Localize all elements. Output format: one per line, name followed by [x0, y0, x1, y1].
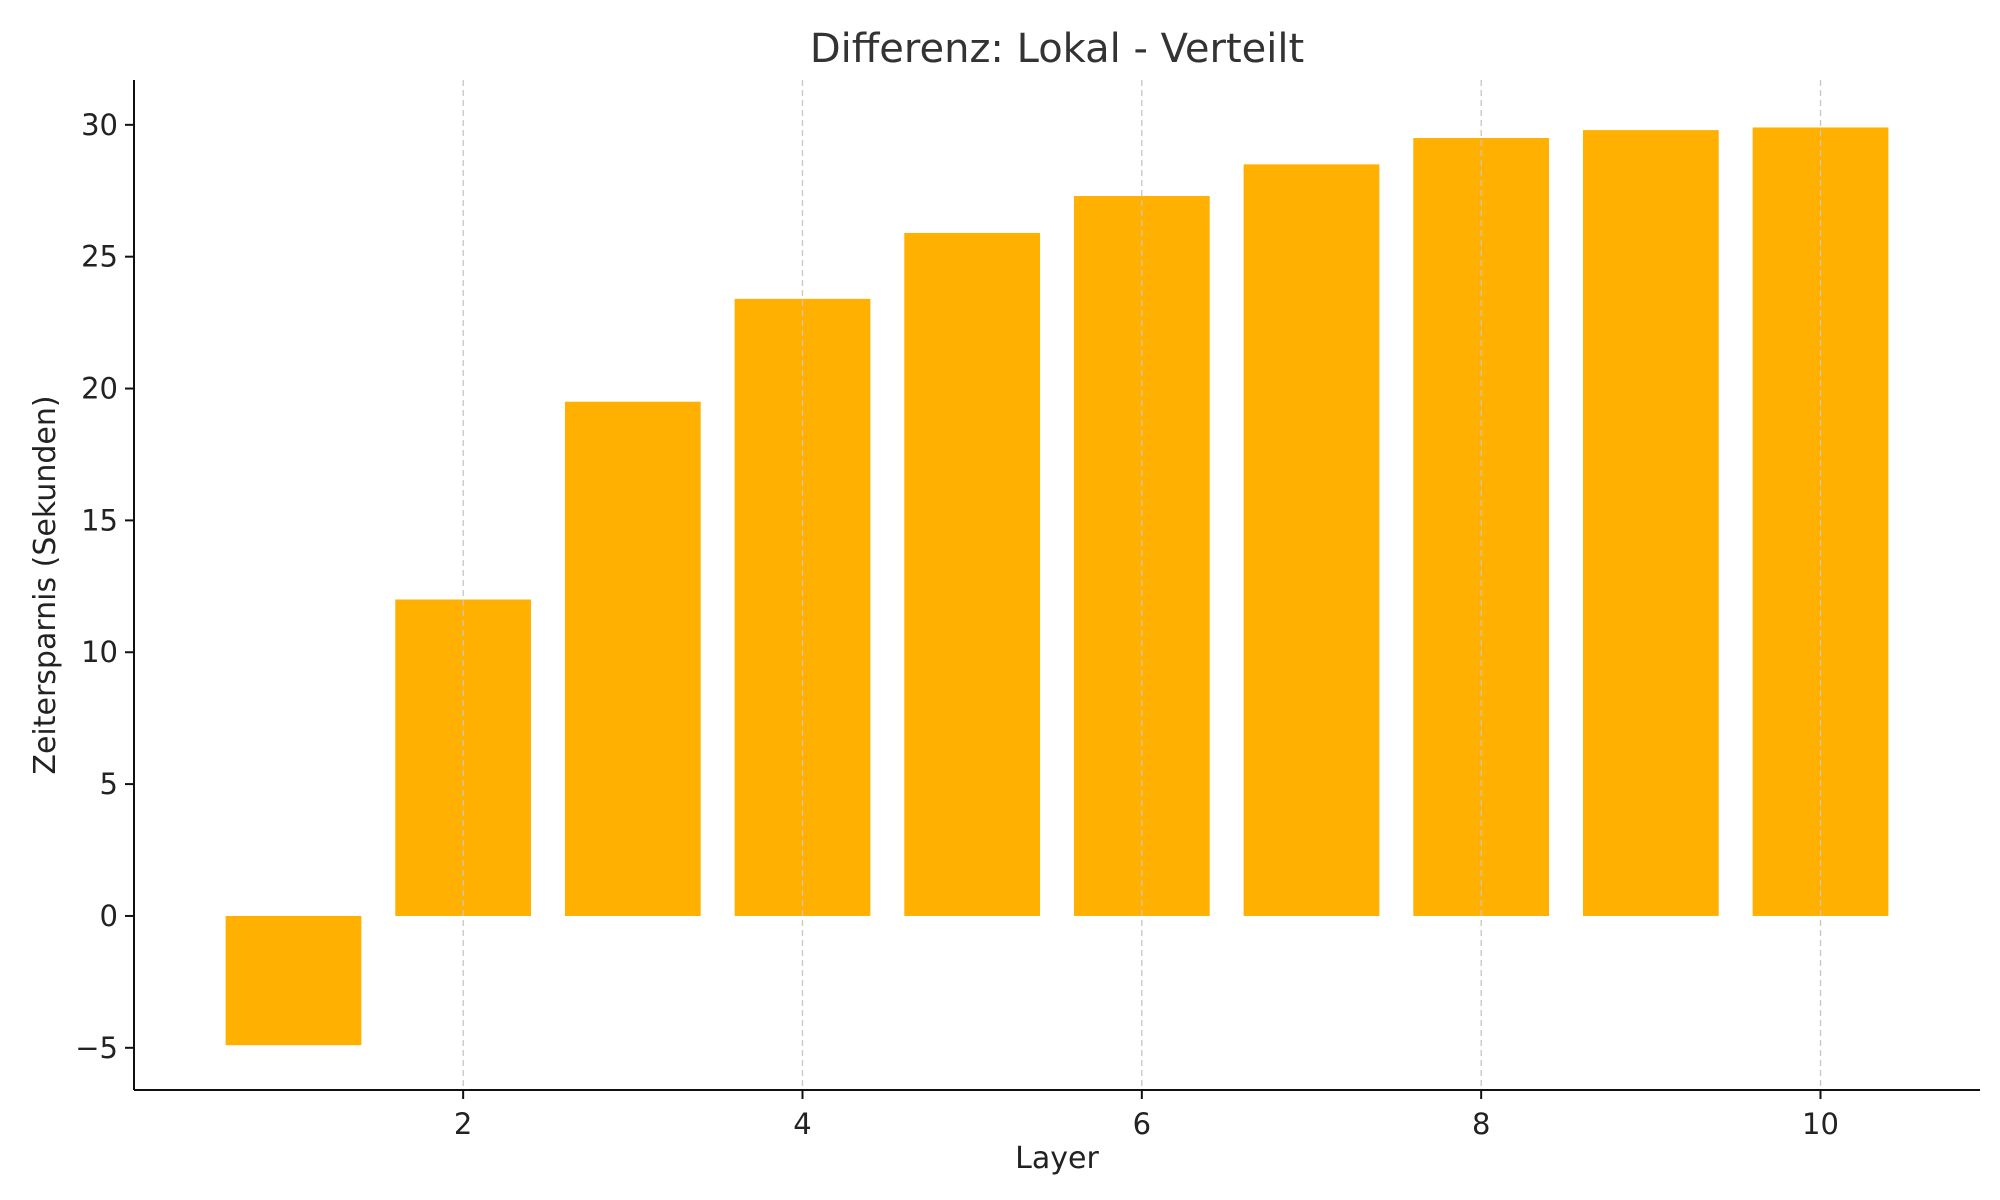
x-tick-label-10: 10: [1802, 1107, 1839, 1141]
bar-layer-3: [564, 401, 701, 916]
y-tick-label-25: 25: [81, 240, 118, 274]
x-tick-label-8: 8: [1472, 1107, 1490, 1141]
y-tick-label-30: 30: [81, 108, 118, 142]
bar-layer-7: [1243, 164, 1380, 916]
x-axis-label: Layer: [1015, 1141, 1099, 1176]
y-ticks: −5 0 5 10 15 20 25 30: [75, 108, 134, 1065]
y-tick-label-0: 0: [100, 899, 118, 933]
y-tick-label-20: 20: [81, 372, 118, 406]
y-tick-label--5: −5: [75, 1031, 118, 1065]
x-ticks: 2 4 6 8 10: [454, 1090, 1839, 1141]
bars: [225, 80, 1889, 1090]
bar-layer-2: [395, 599, 532, 916]
bar-layer-1: [225, 915, 362, 1046]
y-tick-label-10: 10: [81, 635, 118, 669]
y-tick-label-5: 5: [100, 767, 118, 801]
x-tick-label-2: 2: [454, 1107, 472, 1141]
bar-layer-5: [904, 232, 1041, 916]
axes: [133, 80, 1980, 1091]
chart-title: Differenz: Lokal - Verteilt: [810, 26, 1304, 72]
y-axis-label: Zeitersparnis (Sekunden): [28, 395, 63, 774]
y-tick-label-15: 15: [81, 503, 118, 537]
x-tick-label-6: 6: [1133, 1107, 1151, 1141]
bar-layer-8: [1413, 138, 1550, 916]
x-tick-label-4: 4: [793, 1107, 811, 1141]
bar-layer-9: [1582, 130, 1719, 916]
